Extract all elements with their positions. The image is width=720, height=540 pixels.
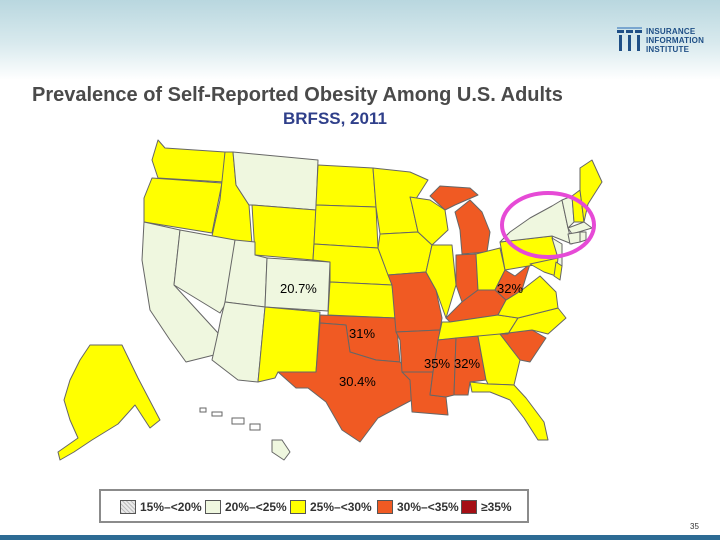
state-michigan-up <box>429 185 479 211</box>
state-south-dakota <box>313 204 379 249</box>
state-connecticut <box>567 231 581 245</box>
page-number: 35 <box>690 522 699 531</box>
page-subtitle: BRFSS, 2011 <box>283 109 387 128</box>
logo-line-3: INSTITUTE <box>646 45 690 54</box>
state-hawaii <box>271 439 291 461</box>
hawaii-island-2 <box>211 411 223 417</box>
state-iowa <box>377 231 433 276</box>
state-wisconsin <box>409 196 449 246</box>
label-west-virginia: 32% <box>497 281 523 296</box>
legend-swatch-25-30 <box>290 500 306 514</box>
label-oklahoma: 31% <box>349 326 375 341</box>
hawaii-island-1 <box>199 407 207 413</box>
label-texas: 30.4% <box>339 374 376 389</box>
logo-line-1: INSURANCE <box>646 27 696 36</box>
state-kansas <box>327 281 397 319</box>
state-rhode-island <box>579 231 587 243</box>
legend-label-35-plus: ≥35% <box>481 500 512 514</box>
label-mississippi: 35% <box>424 356 450 371</box>
legend-item-30-35: 30%–<35% <box>377 498 459 516</box>
label-colorado: 20.7% <box>280 281 317 296</box>
page-title: Prevalence of Self-Reported Obesity Amon… <box>32 84 563 106</box>
hawaii-island-4 <box>249 423 261 431</box>
northeast-highlight-circle <box>500 191 596 259</box>
legend-item-15-20: 15%–<20% <box>120 498 202 516</box>
state-michigan <box>454 199 491 255</box>
logo-line-2: INFORMATION <box>646 36 705 45</box>
state-oregon <box>143 177 223 234</box>
state-alaska <box>57 344 161 461</box>
legend-swatch-30-35 <box>377 500 393 514</box>
map-legend: 15%–<20% 20%–<25% 25%–<30% 30%–<35% ≥35% <box>99 489 529 523</box>
legend-item-20-25: 20%–<25% <box>205 498 287 516</box>
state-wyoming <box>251 204 317 261</box>
legend-label-30-35: 30%–<35% <box>397 500 459 514</box>
legend-label-20-25: 20%–<25% <box>225 500 287 514</box>
legend-swatch-35-plus <box>461 500 477 514</box>
legend-swatch-15-20 <box>120 500 136 514</box>
bottom-bar <box>0 535 720 540</box>
legend-label-15-20: 15%–<20% <box>140 500 202 514</box>
state-new-mexico <box>257 306 321 383</box>
state-florida <box>469 381 549 441</box>
hawaii-island-3 <box>231 417 245 425</box>
state-delaware <box>553 261 563 281</box>
iii-logo-icon <box>617 27 642 51</box>
state-washington <box>151 139 226 183</box>
state-arizona <box>211 301 266 383</box>
legend-swatch-20-25 <box>205 500 221 514</box>
iii-logo: INSURANCE INFORMATION INSTITUTE <box>616 24 716 64</box>
legend-item-25-30: 25%–<30% <box>290 498 372 516</box>
state-texas <box>277 322 413 443</box>
legend-label-25-30: 25%–<30% <box>310 500 372 514</box>
legend-item-35-plus: ≥35% <box>461 498 512 516</box>
label-alabama: 32% <box>454 356 480 371</box>
header-band <box>0 0 720 80</box>
state-north-dakota <box>315 164 377 208</box>
